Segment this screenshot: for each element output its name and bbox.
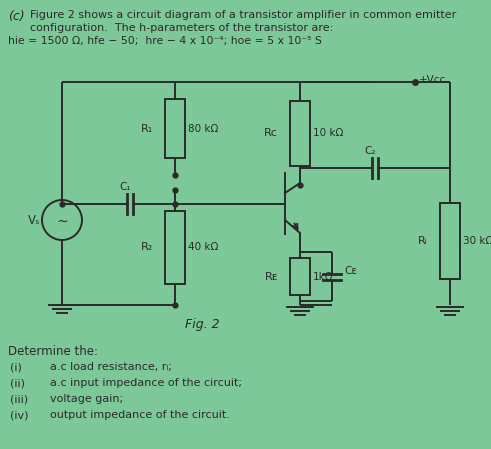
Text: ~: ~ — [56, 215, 68, 229]
Text: 30 kΩ: 30 kΩ — [463, 236, 491, 246]
Text: +Vᴄᴄ: +Vᴄᴄ — [419, 75, 446, 85]
Text: (i): (i) — [10, 362, 22, 372]
Text: 40 kΩ: 40 kΩ — [188, 242, 218, 252]
Text: a.c load resistance, rₗ;: a.c load resistance, rₗ; — [50, 362, 172, 372]
Text: (iii): (iii) — [10, 394, 28, 404]
Text: Figure 2 shows a circuit diagram of a transistor amplifier in common emitter: Figure 2 shows a circuit diagram of a tr… — [30, 10, 456, 20]
Bar — [165, 211, 185, 284]
Text: R₂: R₂ — [141, 242, 153, 252]
Text: 1kΩ: 1kΩ — [313, 272, 333, 282]
Text: R₁: R₁ — [141, 123, 153, 133]
Text: configuration.  The h-parameters of the transistor are:: configuration. The h-parameters of the t… — [30, 23, 333, 33]
Text: C₂: C₂ — [364, 146, 376, 156]
Text: C₁: C₁ — [119, 181, 131, 192]
Text: Cᴇ: Cᴇ — [344, 267, 356, 277]
Bar — [165, 99, 185, 158]
Text: voltage gain;: voltage gain; — [50, 394, 123, 404]
Text: (ii): (ii) — [10, 378, 25, 388]
Text: Determine the:: Determine the: — [8, 345, 98, 358]
Text: (c): (c) — [8, 10, 25, 23]
Text: a.c input impedance of the circuit;: a.c input impedance of the circuit; — [50, 378, 242, 388]
Text: Rᴄ: Rᴄ — [264, 128, 278, 138]
Text: (iv): (iv) — [10, 410, 28, 420]
Text: Vₛ: Vₛ — [28, 214, 40, 226]
Text: 80 kΩ: 80 kΩ — [188, 123, 218, 133]
Text: 10 kΩ: 10 kΩ — [313, 128, 343, 138]
Text: Fig. 2: Fig. 2 — [185, 318, 219, 331]
Bar — [290, 258, 310, 295]
Text: Rₗ: Rₗ — [418, 236, 428, 246]
Bar — [440, 203, 460, 279]
Text: hie = 1500 Ω, hfe − 50;  hre − 4 x 10⁻⁴; hoe = 5 x 10⁻⁵ S: hie = 1500 Ω, hfe − 50; hre − 4 x 10⁻⁴; … — [8, 36, 322, 46]
Bar — [290, 101, 310, 167]
Text: Rᴇ: Rᴇ — [265, 272, 278, 282]
Text: output impedance of the circuit.: output impedance of the circuit. — [50, 410, 230, 420]
